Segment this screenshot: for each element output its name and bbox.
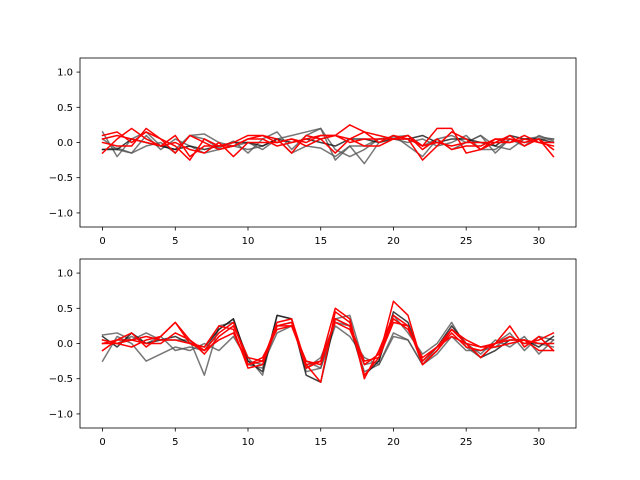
top-subplot: 0 5 10 15 20 25 30 −1.0 −0.5 0.0 0.5 1.0 (49, 57, 577, 247)
x-tick-label: 20 (387, 437, 400, 448)
y-tick-label: −1.0 (49, 208, 73, 219)
series-line-5 (101, 127, 555, 158)
series-line-7 (101, 318, 555, 366)
series-line-7 (101, 134, 555, 158)
x-tick-label: 5 (172, 437, 178, 448)
y-tick-label: 0.5 (57, 304, 73, 315)
y-tick-label: 1.0 (57, 269, 73, 280)
bottom-subplot: 0 5 10 15 20 25 30 −1.0 −0.5 0.0 0.5 1.0 (49, 258, 577, 448)
y-tick-label: 1.0 (57, 68, 73, 79)
x-tick-label: 30 (533, 437, 546, 448)
x-tick-label: 15 (314, 437, 327, 448)
x-tick-label: 25 (460, 437, 473, 448)
x-tick-label: 15 (314, 236, 327, 247)
x-tick-label: 5 (172, 236, 178, 247)
x-tick-label: 30 (533, 236, 546, 247)
x-tick-label: 25 (460, 236, 473, 247)
y-tick-label: −0.5 (49, 374, 73, 385)
y-tick-label: 0.5 (57, 103, 73, 114)
x-tick-label: 0 (99, 437, 105, 448)
x-tick-label: 20 (387, 236, 400, 247)
x-tick-label: 10 (242, 236, 255, 247)
y-tick-label: −1.0 (49, 409, 73, 420)
y-tick-label: 0.0 (57, 339, 73, 350)
y-tick-label: 0.0 (57, 138, 73, 149)
series-line-6 (101, 127, 555, 161)
x-tick-label: 10 (242, 437, 255, 448)
y-tick-label: −0.5 (49, 173, 73, 184)
x-tick-label: 0 (99, 236, 105, 247)
